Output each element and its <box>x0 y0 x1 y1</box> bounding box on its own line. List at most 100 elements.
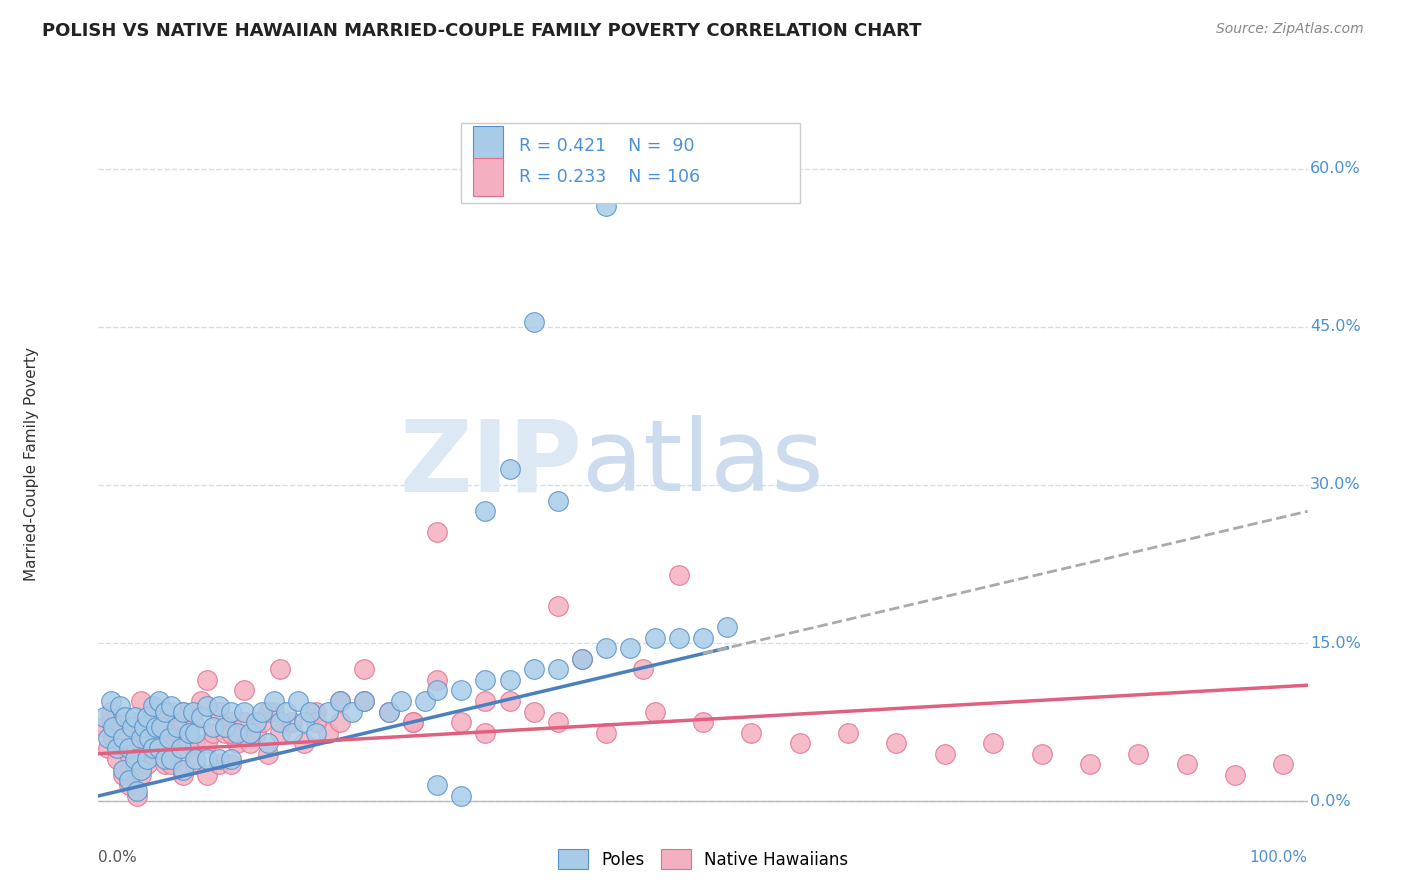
Point <box>668 567 690 582</box>
Point <box>121 720 143 734</box>
Point <box>498 694 520 708</box>
Point <box>1175 757 1198 772</box>
Point <box>263 694 285 708</box>
Point <box>498 673 520 687</box>
Point <box>426 683 449 698</box>
Text: R = 0.421    N =  90: R = 0.421 N = 90 <box>519 136 695 155</box>
Point <box>474 504 496 518</box>
Point <box>595 641 617 656</box>
FancyBboxPatch shape <box>474 158 503 196</box>
Point <box>740 725 762 739</box>
Point <box>342 705 364 719</box>
Point <box>571 652 593 666</box>
Point <box>498 462 520 476</box>
Point <box>644 705 666 719</box>
Point <box>281 725 304 739</box>
Point <box>195 699 218 714</box>
Point <box>129 736 152 750</box>
Point <box>118 773 141 788</box>
Point <box>111 763 134 777</box>
Point <box>245 715 267 730</box>
FancyBboxPatch shape <box>461 123 800 203</box>
Text: 0.0%: 0.0% <box>98 850 138 865</box>
Point <box>105 752 128 766</box>
Text: 60.0%: 60.0% <box>1310 161 1361 176</box>
Point <box>226 736 249 750</box>
Point <box>101 731 124 745</box>
Point <box>547 493 569 508</box>
Point <box>142 741 165 756</box>
Point <box>208 699 231 714</box>
Text: Married-Couple Family Poverty: Married-Couple Family Poverty <box>24 347 39 581</box>
Point <box>169 747 191 761</box>
Point <box>124 710 146 724</box>
Point <box>153 705 176 719</box>
Point <box>153 715 176 730</box>
Text: 0.0%: 0.0% <box>1310 794 1351 809</box>
Point <box>153 757 176 772</box>
Point <box>595 198 617 212</box>
Point <box>571 652 593 666</box>
Point <box>105 741 128 756</box>
Point <box>269 662 291 676</box>
Point <box>474 673 496 687</box>
Point <box>135 752 157 766</box>
Point <box>644 631 666 645</box>
FancyBboxPatch shape <box>474 127 503 165</box>
Point <box>142 747 165 761</box>
Point <box>177 725 201 739</box>
Point <box>214 720 236 734</box>
Point <box>232 705 254 719</box>
Point <box>145 725 167 739</box>
Point <box>1031 747 1053 761</box>
Point <box>118 741 141 756</box>
Point <box>135 757 157 772</box>
Point <box>184 736 207 750</box>
Point <box>114 715 136 730</box>
Point <box>413 694 436 708</box>
Point <box>377 705 399 719</box>
Point <box>118 778 141 792</box>
Point <box>111 736 134 750</box>
Point <box>100 715 122 730</box>
Text: Source: ZipAtlas.com: Source: ZipAtlas.com <box>1216 22 1364 37</box>
Point <box>145 720 167 734</box>
Point <box>134 720 156 734</box>
Point <box>305 725 328 739</box>
Point <box>184 757 207 772</box>
Point <box>97 741 120 756</box>
Text: 45.0%: 45.0% <box>1310 319 1361 334</box>
Point <box>111 768 134 782</box>
Point <box>121 725 143 739</box>
Point <box>329 694 352 708</box>
Point <box>329 694 352 708</box>
Point <box>250 715 273 730</box>
Point <box>148 694 170 708</box>
Text: 30.0%: 30.0% <box>1310 477 1361 492</box>
Point <box>692 631 714 645</box>
Point <box>195 673 218 687</box>
Point <box>177 736 201 750</box>
Point <box>789 736 811 750</box>
Point <box>108 710 131 724</box>
Point <box>129 768 152 782</box>
Point <box>172 705 194 719</box>
Point <box>716 620 738 634</box>
Point <box>129 731 152 745</box>
Point <box>195 736 218 750</box>
Point <box>111 731 134 745</box>
Point <box>316 705 339 719</box>
Point <box>181 715 204 730</box>
Point <box>160 705 183 719</box>
Point <box>124 757 146 772</box>
Point <box>377 705 399 719</box>
Point <box>202 725 225 739</box>
Point <box>148 741 170 756</box>
Text: 15.0%: 15.0% <box>1310 636 1361 650</box>
Point <box>981 736 1004 750</box>
Point <box>114 710 136 724</box>
Point <box>148 747 170 761</box>
Point <box>353 694 375 708</box>
Text: R = 0.233    N = 106: R = 0.233 N = 106 <box>519 169 700 186</box>
Point <box>160 699 183 714</box>
